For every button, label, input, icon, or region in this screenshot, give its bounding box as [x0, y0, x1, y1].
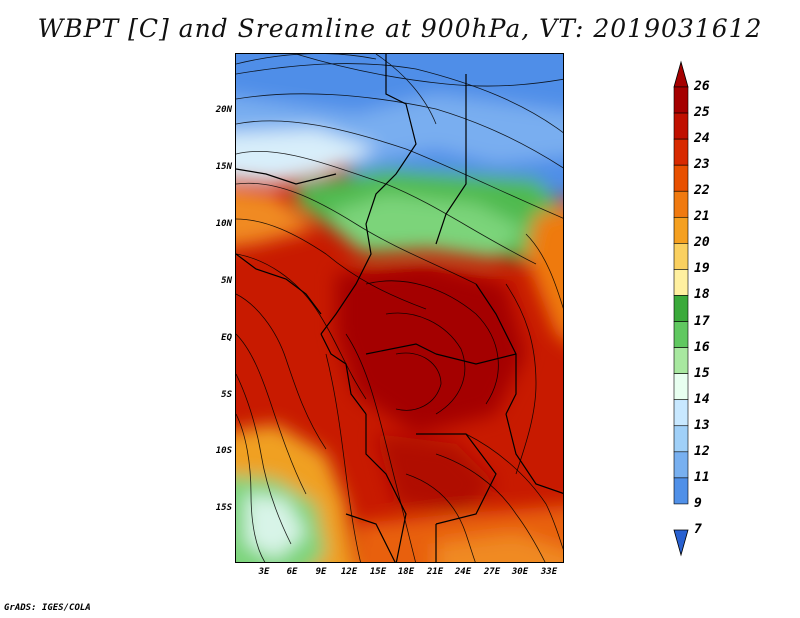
colorbar-segment: [673, 138, 689, 166]
colorbar-segment: [673, 295, 689, 322]
colorbar-label: 22: [694, 183, 710, 199]
page-title: WBPT [C] and Sreamline at 900hPa, VT: 20…: [37, 14, 763, 43]
lon-label: 21E: [426, 567, 444, 577]
lon-label: 6E: [286, 567, 298, 577]
colorbar-label: 23: [694, 157, 710, 173]
colorbar: [673, 60, 689, 557]
lon-label: 18E: [397, 567, 415, 577]
colorbar-segment: [673, 190, 689, 218]
map-plot: [235, 53, 564, 563]
colorbar-label: 20: [694, 235, 710, 251]
colorbar-label: 15: [694, 365, 710, 381]
colorbar-segment: [673, 269, 689, 296]
colorbar-segment: [673, 164, 689, 192]
lon-label: 30E: [511, 567, 529, 577]
colorbar-label: 11: [694, 469, 710, 485]
colorbar-label: 7: [694, 522, 702, 537]
wbpt-map: [236, 54, 563, 562]
colorbar-label: 14: [694, 391, 710, 407]
lat-label: 5S: [221, 390, 232, 400]
colorbar-segment: [673, 243, 689, 270]
colorbar-label: 19: [694, 261, 710, 277]
colorbar-segment: [673, 477, 689, 505]
lon-label: 27E: [483, 567, 501, 577]
lat-label: 5N: [221, 276, 232, 286]
credit-text: GrADS: IGES/COLA: [4, 603, 91, 613]
lat-label: 15N: [215, 162, 232, 172]
colorbar-segment: [673, 86, 689, 114]
colorbar-segment: [673, 112, 689, 140]
country-borders: [236, 54, 563, 562]
lat-label: 20N: [215, 105, 232, 115]
colorbar-segment: [673, 425, 689, 453]
lat-label: 10S: [215, 446, 232, 456]
colorbar-segment: [673, 216, 689, 244]
wbpt-field: [236, 54, 563, 562]
colorbar-label: 9: [694, 495, 702, 511]
colorbar-segment: [673, 373, 689, 401]
colorbar-segment: [673, 399, 689, 427]
lon-label: 12E: [340, 567, 358, 577]
colorbar-segment: [673, 451, 689, 479]
colorbar-label: 24: [694, 131, 710, 147]
colorbar-label: 18: [694, 287, 710, 303]
lat-label: EQ: [221, 333, 232, 343]
colorbar-segment: [673, 347, 689, 374]
lon-label: 3E: [258, 567, 270, 577]
colorbar-label: 13: [694, 417, 710, 433]
colorbar-segment: [673, 321, 689, 348]
lon-label: 9E: [315, 567, 327, 577]
lon-label: 24E: [454, 567, 472, 577]
colorbar-top-arrow: [673, 60, 689, 88]
colorbar-label: 17: [694, 313, 710, 329]
colorbar-label: 12: [694, 443, 710, 459]
lon-label: 33E: [540, 567, 558, 577]
lon-label: 15E: [369, 567, 387, 577]
colorbar-label: 26: [694, 79, 710, 94]
colorbar-label: 16: [694, 339, 710, 355]
streamlines: [236, 54, 563, 562]
colorbar-label: 25: [694, 105, 710, 121]
lat-label: 10N: [215, 219, 232, 229]
lat-label: 15S: [215, 503, 232, 513]
colorbar-bottom-arrow: [673, 529, 689, 557]
colorbar-label: 21: [694, 209, 710, 225]
